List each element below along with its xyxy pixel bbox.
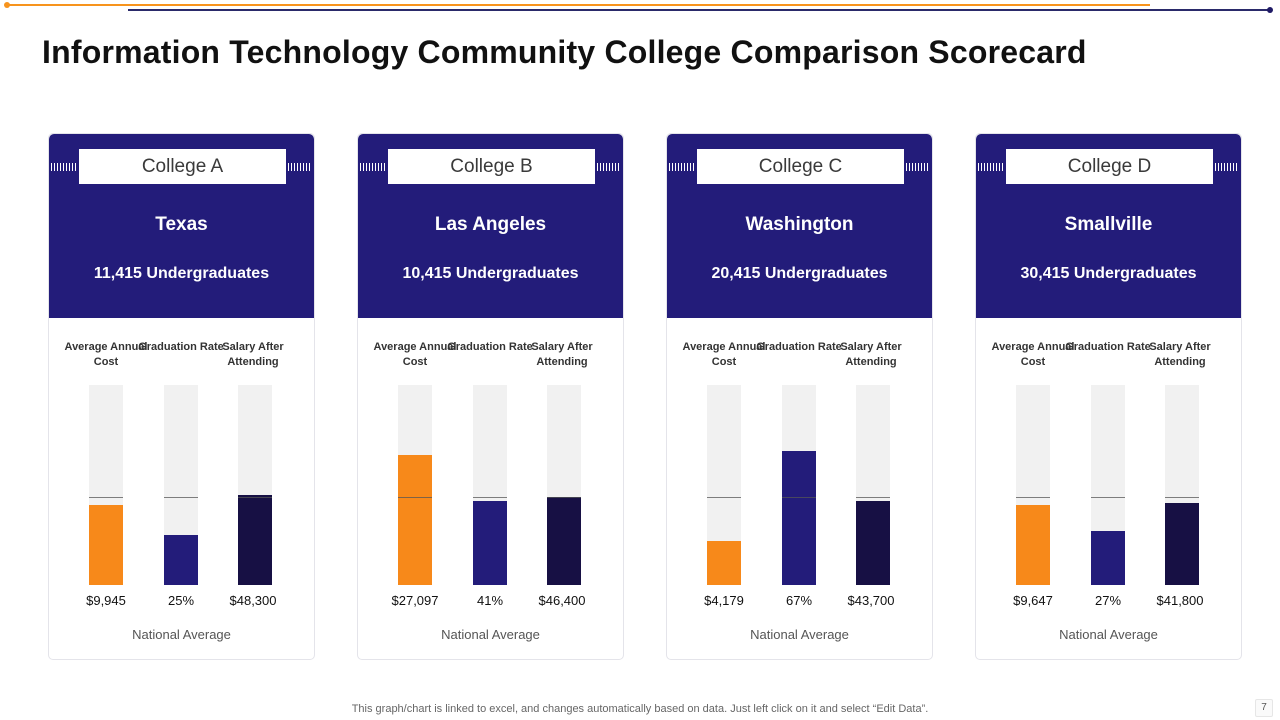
college-name: College A bbox=[79, 149, 286, 184]
card-header: College C Washington 20,415 Undergraduat… bbox=[667, 134, 932, 318]
hatch-decoration bbox=[285, 163, 312, 171]
metric-label-cost: Average Annual Cost bbox=[373, 341, 457, 368]
hatch-decoration bbox=[978, 163, 1005, 171]
top-accent-dot-navy bbox=[1267, 7, 1273, 13]
card-header: College B Las Angeles 10,415 Undergradua… bbox=[358, 134, 623, 318]
college-name: College D bbox=[1006, 149, 1213, 184]
college-card[interactable]: College A Texas 11,415 Undergraduates Av… bbox=[48, 133, 315, 660]
college-location: Las Angeles bbox=[434, 214, 547, 235]
metric-label-salary: Salary After Attending bbox=[531, 341, 593, 368]
bar-salary[interactable] bbox=[856, 501, 890, 585]
undergraduate-count: 30,415 Undergraduates bbox=[1020, 265, 1197, 282]
bar-value-salary: $48,300 bbox=[229, 593, 277, 608]
national-average-line bbox=[782, 497, 816, 498]
bar-track-cost bbox=[89, 385, 123, 585]
top-accent-line-orange bbox=[6, 4, 1150, 6]
college-name: College B bbox=[388, 149, 595, 184]
top-accent-dot-orange bbox=[4, 2, 10, 8]
national-average-label: National Average bbox=[1059, 627, 1158, 642]
metric-label-salary: Salary After Attending bbox=[222, 341, 284, 368]
undergraduate-count: 20,415 Undergraduates bbox=[711, 265, 888, 282]
metric-label-cost: Average Annual Cost bbox=[64, 341, 148, 368]
metric-label-salary: Salary After Attending bbox=[1149, 341, 1211, 368]
hatch-decoration bbox=[903, 163, 930, 171]
bar-cost[interactable] bbox=[89, 505, 123, 585]
hatch-decoration bbox=[51, 163, 78, 171]
bar-salary[interactable] bbox=[238, 495, 272, 585]
national-average-line bbox=[707, 497, 741, 498]
bar-cost[interactable] bbox=[707, 541, 741, 585]
national-average-line bbox=[1091, 497, 1125, 498]
bar-grad[interactable] bbox=[473, 501, 507, 585]
bar-value-salary: $46,400 bbox=[538, 593, 586, 608]
metric-label-cost: Average Annual Cost bbox=[991, 341, 1075, 368]
hatch-decoration bbox=[1212, 163, 1239, 171]
bar-track-cost bbox=[1016, 385, 1050, 585]
national-average-label: National Average bbox=[750, 627, 849, 642]
card-header: College D Smallville 30,415 Undergraduat… bbox=[976, 134, 1241, 318]
bar-grad[interactable] bbox=[164, 535, 198, 585]
national-average-label: National Average bbox=[132, 627, 231, 642]
national-average-line bbox=[856, 497, 890, 498]
bar-value-grad: 67% bbox=[785, 593, 813, 608]
bar-track-cost bbox=[707, 385, 741, 585]
bar-cost[interactable] bbox=[1016, 505, 1050, 585]
national-average-line bbox=[473, 497, 507, 498]
bar-value-cost: $27,097 bbox=[391, 593, 439, 608]
national-average-line bbox=[1016, 497, 1050, 498]
undergraduate-count: 10,415 Undergraduates bbox=[402, 265, 579, 282]
card-header: College A Texas 11,415 Undergraduates bbox=[49, 134, 314, 318]
top-accent-line-navy bbox=[128, 9, 1270, 11]
national-average-line bbox=[164, 497, 198, 498]
metric-label-grad: Graduation Rate bbox=[756, 341, 842, 353]
bar-track-salary bbox=[856, 385, 890, 585]
bar-track-cost bbox=[398, 385, 432, 585]
bar-value-salary: $41,800 bbox=[1156, 593, 1204, 608]
college-name: College C bbox=[697, 149, 904, 184]
metric-label-grad: Graduation Rate bbox=[138, 341, 224, 353]
bar-grad[interactable] bbox=[1091, 531, 1125, 585]
national-average-line bbox=[398, 497, 432, 498]
metric-label-cost: Average Annual Cost bbox=[682, 341, 766, 368]
undergraduate-count: 11,415 Undergraduates bbox=[93, 265, 270, 282]
national-average-line bbox=[89, 497, 123, 498]
bar-salary[interactable] bbox=[1165, 503, 1199, 585]
hatch-decoration bbox=[360, 163, 387, 171]
bar-value-grad: 25% bbox=[167, 593, 195, 608]
hatch-decoration bbox=[594, 163, 621, 171]
national-average-line bbox=[1165, 497, 1199, 498]
national-average-line bbox=[238, 497, 272, 498]
bar-track-grad bbox=[1091, 385, 1125, 585]
national-average-line bbox=[547, 497, 581, 498]
bar-track-salary bbox=[1165, 385, 1199, 585]
bar-salary[interactable] bbox=[547, 497, 581, 585]
bar-value-salary: $43,700 bbox=[847, 593, 895, 608]
bar-cost[interactable] bbox=[398, 455, 432, 585]
metric-label-salary: Salary After Attending bbox=[840, 341, 902, 368]
bar-value-grad: 41% bbox=[476, 593, 504, 608]
footnote: This graph/chart is linked to excel, and… bbox=[351, 703, 929, 715]
college-location: Smallville bbox=[1064, 214, 1153, 235]
bar-track-salary bbox=[547, 385, 581, 585]
college-card[interactable]: College D Smallville 30,415 Undergraduat… bbox=[975, 133, 1242, 660]
metric-label-grad: Graduation Rate bbox=[1065, 341, 1151, 353]
bar-track-grad bbox=[164, 385, 198, 585]
bar-value-grad: 27% bbox=[1094, 593, 1122, 608]
page-number: 7 bbox=[1255, 699, 1273, 717]
bar-track-salary bbox=[238, 385, 272, 585]
bar-value-cost: $4,179 bbox=[704, 593, 744, 608]
bar-track-grad bbox=[473, 385, 507, 585]
page-title: Information Technology Community College… bbox=[42, 34, 1087, 70]
national-average-label: National Average bbox=[441, 627, 540, 642]
college-card[interactable]: College C Washington 20,415 Undergraduat… bbox=[666, 133, 933, 660]
bar-grad[interactable] bbox=[782, 451, 816, 585]
metric-label-grad: Graduation Rate bbox=[447, 341, 533, 353]
hatch-decoration bbox=[669, 163, 696, 171]
bar-value-cost: $9,647 bbox=[1013, 593, 1053, 608]
college-location: Texas bbox=[155, 214, 208, 235]
college-card[interactable]: College B Las Angeles 10,415 Undergradua… bbox=[357, 133, 624, 660]
college-location: Washington bbox=[745, 214, 854, 235]
bar-value-cost: $9,945 bbox=[86, 593, 126, 608]
bar-track-grad bbox=[782, 385, 816, 585]
